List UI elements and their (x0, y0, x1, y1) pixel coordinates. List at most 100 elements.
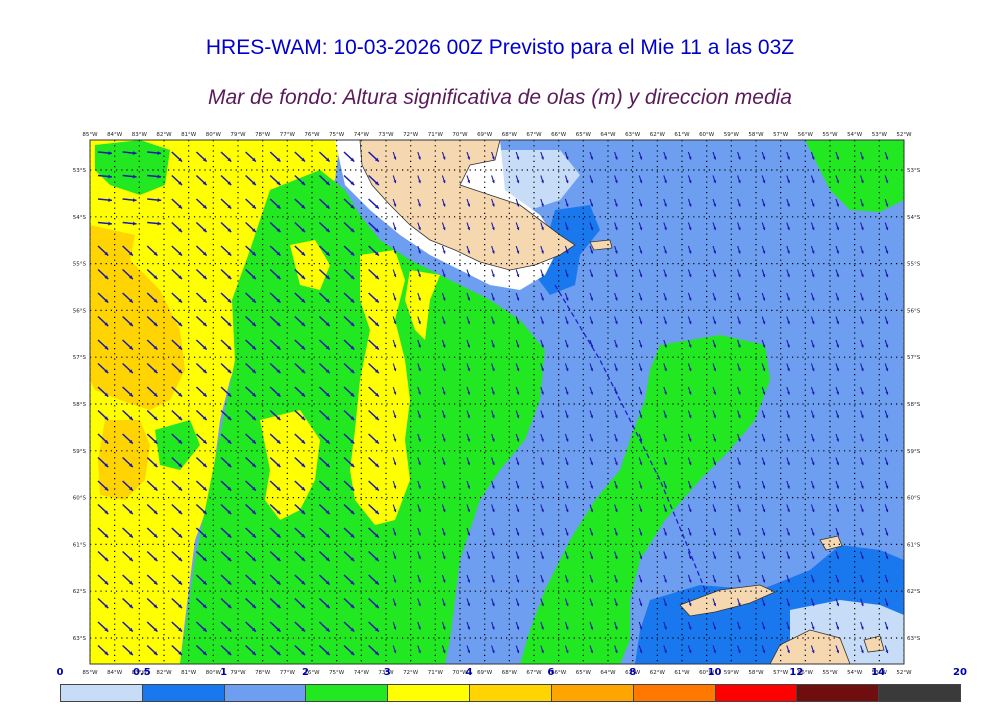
direction-arrow (466, 598, 471, 607)
lon-tick-label-bottom: 55°W (822, 670, 838, 676)
direction-arrow (122, 503, 134, 515)
direction-arrow (835, 292, 840, 301)
direction-arrow (515, 151, 520, 160)
direction-arrow (343, 315, 355, 327)
direction-arrow (97, 644, 109, 656)
direction-arrow (392, 316, 397, 325)
direction-arrow (884, 175, 889, 184)
direction-arrow (392, 527, 397, 536)
direction-arrow (220, 151, 232, 163)
direction-arrow (515, 551, 520, 560)
direction-arrow (368, 433, 380, 445)
direction-arrow (245, 433, 257, 445)
direction-arrow (737, 480, 741, 489)
direction-arrow (343, 597, 355, 609)
colorbar-swatch (223, 684, 307, 702)
direction-arrow (638, 363, 643, 372)
direction-arrow (97, 339, 109, 351)
direction-arrow (540, 645, 544, 654)
direction-arrow (368, 574, 380, 586)
direction-arrow (564, 433, 569, 442)
direction-arrow (417, 316, 421, 325)
direction-arrow (171, 245, 183, 257)
direction-arrow (687, 645, 692, 654)
map-subtitle: Mar de fondo: Altura significativa de ol… (208, 86, 792, 109)
direction-arrow (515, 245, 520, 254)
direction-arrow (737, 621, 741, 630)
direction-arrow (171, 268, 183, 280)
lat-tick-label-right: 61°S (907, 542, 921, 548)
lon-tick-label-bottom: 83°W (132, 670, 148, 676)
direction-arrow (368, 315, 380, 327)
direction-arrow (663, 457, 667, 466)
direction-arrow (318, 315, 331, 327)
direction-arrow (318, 409, 331, 421)
direction-arrow (491, 198, 495, 207)
lat-tick-label-left: 55°S (73, 262, 87, 268)
direction-arrow (245, 245, 257, 257)
lon-tick-label-top: 67°W (526, 132, 542, 138)
direction-arrow (614, 269, 618, 278)
direction-arrow (687, 245, 692, 254)
direction-arrow (589, 222, 594, 231)
direction-arrow (663, 410, 667, 419)
direction-arrow (663, 363, 667, 372)
direction-arrow (294, 621, 306, 633)
lon-tick-label-bottom: 72°W (403, 670, 419, 676)
direction-arrow (392, 245, 397, 254)
direction-arrow (466, 551, 471, 560)
direction-arrow (786, 457, 790, 466)
direction-arrow (810, 269, 815, 278)
direction-arrow (540, 504, 544, 513)
direction-arrow (466, 198, 471, 207)
direction-arrow (318, 292, 331, 304)
direction-arrow (663, 151, 667, 160)
direction-arrow (294, 386, 306, 398)
direction-arrow (122, 409, 134, 421)
lon-tick-label-top: 73°W (378, 132, 394, 138)
lon-tick-label-bottom: 82°W (156, 670, 172, 676)
direction-arrow (786, 269, 790, 278)
direction-arrow (368, 644, 380, 656)
direction-arrow (441, 621, 446, 630)
direction-arrow (97, 245, 109, 257)
direction-arrow (786, 504, 790, 513)
direction-arrow (540, 621, 544, 630)
direction-arrow (589, 645, 594, 654)
direction-arrow (712, 292, 717, 301)
direction-arrow (269, 315, 281, 327)
direction-arrow (589, 316, 594, 325)
direction-arrow (564, 386, 569, 395)
direction-arrow (294, 268, 306, 280)
direction-arrow (663, 198, 667, 207)
direction-arrow (810, 598, 815, 607)
direction-arrow (687, 504, 692, 513)
direction-arrow (614, 574, 618, 583)
direction-arrow (638, 269, 643, 278)
direction-arrow (122, 597, 134, 609)
direction-arrow (810, 527, 815, 536)
direction-arrow (294, 292, 306, 304)
direction-arrow (392, 551, 397, 560)
direction-arrow (368, 527, 380, 539)
direction-arrow (122, 550, 134, 562)
direction-arrow (491, 410, 495, 419)
direction-arrow (417, 410, 421, 419)
direction-arrow (663, 386, 667, 395)
direction-arrow (810, 551, 815, 560)
direction-arrow (663, 339, 667, 348)
direction-arrow (97, 409, 109, 421)
direction-arrow (392, 645, 397, 654)
direction-arrow (195, 409, 208, 421)
direction-arrow (318, 386, 331, 398)
direction-arrow (515, 574, 520, 583)
direction-arrow (540, 574, 544, 583)
direction-arrow (294, 597, 306, 609)
direction-arrow (294, 174, 306, 186)
direction-arrow (146, 409, 158, 421)
direction-arrow (884, 386, 889, 395)
direction-arrow (392, 339, 397, 348)
direction-arrow (737, 151, 741, 160)
colorbar-swatch (550, 684, 634, 702)
direction-arrow (884, 222, 889, 231)
